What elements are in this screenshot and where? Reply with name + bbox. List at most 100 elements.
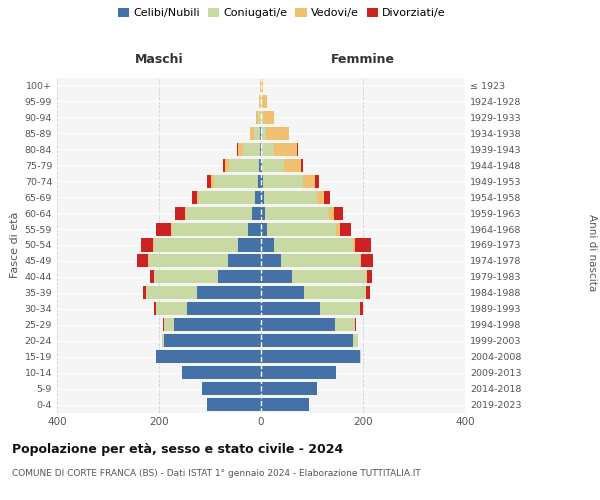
Bar (254, 127, 260, 140)
Bar (261, 366, 337, 379)
Bar (172, 222, 248, 235)
Bar (365, 270, 367, 283)
Bar (223, 158, 225, 172)
Bar (261, 206, 265, 220)
Bar (228, 254, 261, 268)
Bar (367, 270, 371, 283)
Bar (149, 254, 228, 268)
Bar (259, 174, 261, 188)
Bar (171, 222, 172, 235)
Text: Femmine: Femmine (331, 54, 395, 66)
Bar (252, 206, 261, 220)
Bar (261, 254, 281, 268)
Bar (197, 190, 199, 203)
Bar (261, 350, 361, 363)
Bar (301, 158, 303, 172)
Bar (261, 318, 335, 332)
Bar (261, 174, 263, 188)
Bar (250, 127, 254, 140)
Bar (353, 238, 355, 252)
Bar (334, 206, 343, 220)
Text: Anni di nascita: Anni di nascita (587, 214, 597, 291)
Bar (340, 222, 351, 235)
Bar (324, 190, 331, 203)
Bar (261, 302, 320, 316)
Bar (263, 174, 304, 188)
Bar (208, 174, 211, 188)
Bar (262, 95, 266, 108)
Bar (267, 222, 336, 235)
Bar (366, 286, 370, 300)
Bar (296, 142, 298, 156)
Bar (265, 206, 329, 220)
Bar (261, 127, 266, 140)
Bar (266, 127, 289, 140)
Bar (361, 302, 363, 316)
Bar (182, 366, 261, 379)
Bar (274, 238, 353, 252)
Bar (187, 302, 261, 316)
Y-axis label: Fasce di età: Fasce di età (10, 212, 20, 278)
Bar (140, 238, 154, 252)
Bar (329, 206, 334, 220)
Bar (281, 254, 361, 268)
Bar (259, 95, 260, 108)
Bar (157, 222, 171, 235)
Bar (146, 286, 197, 300)
Bar (191, 190, 197, 203)
Bar (202, 382, 261, 395)
Bar (261, 238, 274, 252)
Bar (164, 318, 175, 332)
Bar (353, 334, 358, 347)
Bar (261, 190, 263, 203)
Bar (261, 398, 310, 411)
Bar (261, 111, 263, 124)
Bar (218, 270, 261, 283)
Bar (242, 142, 260, 156)
Bar (256, 111, 259, 124)
Bar (238, 238, 261, 252)
Bar (197, 286, 261, 300)
Bar (175, 318, 261, 332)
Bar (274, 142, 296, 156)
Bar (161, 334, 164, 347)
Bar (259, 111, 261, 124)
Bar (185, 206, 252, 220)
Bar (137, 254, 148, 268)
Bar (261, 142, 274, 156)
Bar (199, 190, 255, 203)
Bar (284, 158, 301, 172)
Bar (211, 174, 214, 188)
Bar (355, 318, 356, 332)
Bar (229, 158, 259, 172)
Bar (335, 318, 355, 332)
Bar (260, 95, 261, 108)
Bar (292, 270, 365, 283)
Bar (361, 254, 373, 268)
Text: Maschi: Maschi (134, 54, 184, 66)
Bar (248, 222, 261, 235)
Bar (150, 270, 154, 283)
Bar (154, 270, 218, 283)
Bar (320, 302, 361, 316)
Bar (304, 286, 365, 300)
Bar (143, 286, 146, 300)
Bar (336, 222, 340, 235)
Bar (261, 79, 263, 92)
Bar (261, 270, 292, 283)
Bar (261, 286, 304, 300)
Bar (175, 206, 185, 220)
Bar (261, 382, 317, 395)
Bar (263, 190, 317, 203)
Bar (238, 142, 242, 156)
Bar (214, 174, 259, 188)
Bar (157, 302, 187, 316)
Bar (259, 158, 261, 172)
Bar (154, 238, 238, 252)
Bar (304, 174, 314, 188)
Bar (164, 334, 261, 347)
Bar (261, 222, 267, 235)
Bar (255, 190, 261, 203)
Legend: Celibi/Nubili, Coniugati/e, Vedovi/e, Divorziati/e: Celibi/Nubili, Coniugati/e, Vedovi/e, Di… (114, 3, 450, 22)
Text: Popolazione per età, sesso e stato civile - 2024: Popolazione per età, sesso e stato civil… (12, 442, 343, 456)
